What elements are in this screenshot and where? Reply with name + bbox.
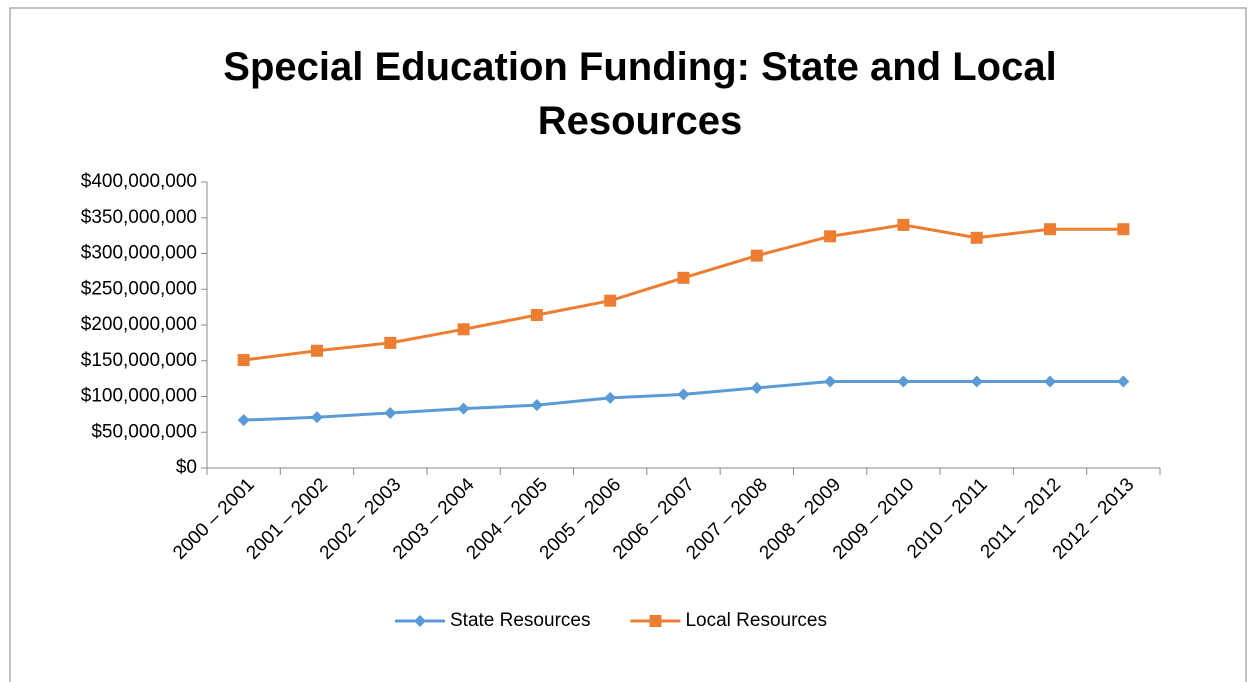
legend-marker (414, 615, 426, 627)
data-point (384, 406, 397, 419)
data-point (457, 323, 470, 336)
data-point (1117, 375, 1130, 388)
data-point (677, 271, 690, 284)
data-point (604, 391, 617, 404)
data-point (897, 375, 910, 388)
data-point (457, 402, 470, 415)
data-point (530, 308, 543, 321)
legend-marker (649, 615, 662, 627)
y-tick-label: $50,000,000 (91, 421, 197, 442)
data-point (824, 375, 837, 388)
data-point (384, 336, 397, 349)
data-point (530, 399, 543, 412)
series-line (243, 223, 1124, 362)
data-point (237, 414, 250, 427)
y-tick-label: $200,000,000 (81, 314, 197, 335)
y-tick-label: $0 (176, 457, 197, 478)
data-point (750, 381, 763, 394)
data-point (237, 354, 250, 367)
data-point (310, 344, 323, 357)
data-point (970, 375, 983, 388)
data-point (1117, 223, 1130, 236)
legend-label: Local Resources (685, 610, 827, 631)
chart-title: Special Education Funding: State and Loc… (223, 45, 1057, 143)
data-point (1044, 375, 1057, 388)
y-tick-label: $350,000,000 (81, 207, 197, 228)
legend-label: State Resources (450, 610, 590, 631)
data-point (970, 231, 983, 244)
series-line (243, 379, 1124, 422)
data-point (897, 218, 910, 231)
data-point (310, 411, 323, 424)
data-point (750, 249, 763, 262)
data-point (677, 388, 690, 401)
y-tick-label: $150,000,000 (81, 350, 197, 371)
data-point (604, 294, 617, 307)
y-tick-label: $100,000,000 (81, 386, 197, 407)
y-tick-label: $300,000,000 (81, 243, 197, 264)
data-point (824, 230, 837, 243)
y-tick-label: $250,000,000 (81, 278, 197, 299)
data-point (1044, 223, 1057, 236)
chart-border (9, 7, 1247, 682)
y-tick-label: $400,000,000 (81, 171, 197, 192)
